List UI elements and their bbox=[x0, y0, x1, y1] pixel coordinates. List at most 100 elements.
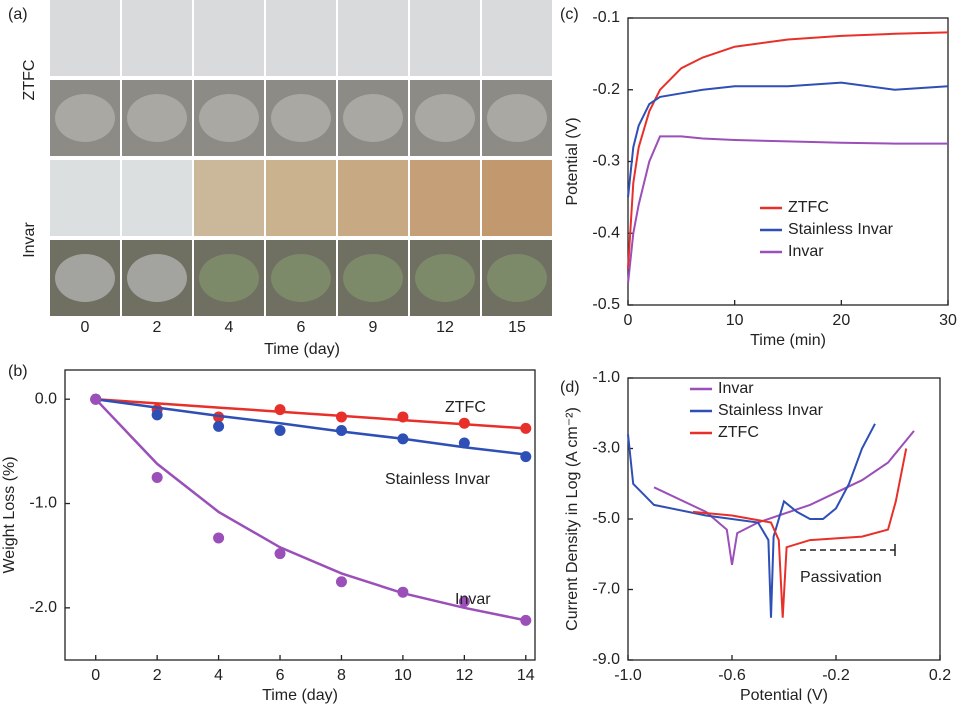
x-tick-label: 9 bbox=[369, 319, 378, 336]
x-tick-label: 15 bbox=[508, 319, 526, 336]
photo bbox=[266, 0, 336, 76]
photo bbox=[482, 0, 552, 76]
photo-sample bbox=[415, 94, 475, 142]
x-tick-label: 0 bbox=[624, 312, 633, 329]
photo bbox=[194, 160, 264, 236]
panel-label: (c) bbox=[560, 6, 579, 23]
x-axis-label: Time (day) bbox=[264, 341, 340, 358]
photo-sample bbox=[55, 94, 115, 142]
legend-label: Invar bbox=[718, 380, 754, 397]
photo bbox=[122, 0, 192, 76]
y-tick-label: -0.4 bbox=[592, 224, 620, 241]
y-tick-label: -1.0 bbox=[29, 495, 57, 512]
y-axis-label: Weight Loss (%) bbox=[1, 456, 18, 573]
x-axis-label: Time (min) bbox=[750, 332, 826, 349]
x-tick-label: 0 bbox=[91, 667, 100, 684]
x-tick-label: 2 bbox=[153, 319, 162, 336]
y-tick-label: -0.3 bbox=[592, 153, 620, 170]
legend-label: ZTFC bbox=[718, 424, 759, 441]
y-tick-label: -0.2 bbox=[592, 81, 620, 98]
photo bbox=[482, 160, 552, 236]
data-point bbox=[520, 423, 531, 434]
photo-sample bbox=[55, 254, 115, 302]
data-point bbox=[336, 425, 347, 436]
photo bbox=[338, 0, 408, 76]
data-point bbox=[275, 548, 286, 559]
photo-sample bbox=[487, 254, 547, 302]
data-point bbox=[520, 451, 531, 462]
photo-sample bbox=[199, 94, 259, 142]
y-axis-label: Current Density in Log (A cm⁻²) bbox=[564, 407, 581, 631]
annotation: Passivation bbox=[800, 569, 882, 586]
x-tick-label: -0.2 bbox=[822, 667, 850, 684]
photo-sample bbox=[199, 254, 259, 302]
photo-sample bbox=[127, 94, 187, 142]
y-tick-label: -7.0 bbox=[592, 581, 620, 598]
series-line bbox=[628, 424, 875, 618]
x-tick-label: 20 bbox=[832, 312, 850, 329]
series-label: Stainless Invar bbox=[385, 471, 491, 488]
x-tick-label: 0 bbox=[81, 319, 90, 336]
fit-line bbox=[96, 399, 526, 620]
y-tick-label: -0.5 bbox=[592, 296, 620, 313]
legend-label: Stainless Invar bbox=[718, 402, 824, 419]
data-point bbox=[275, 425, 286, 436]
x-tick-label: 2 bbox=[153, 667, 162, 684]
series-label: ZTFC bbox=[445, 399, 486, 416]
data-point bbox=[459, 418, 470, 429]
photo bbox=[122, 160, 192, 236]
legend-label: Stainless Invar bbox=[788, 221, 894, 238]
data-point bbox=[213, 532, 224, 543]
data-point bbox=[520, 615, 531, 626]
row-label: ZTFC bbox=[21, 60, 38, 101]
photo bbox=[50, 160, 120, 236]
data-point bbox=[459, 438, 470, 449]
legend-label: Invar bbox=[788, 243, 824, 260]
y-tick-label: 0.0 bbox=[35, 390, 57, 407]
y-tick-label: -9.0 bbox=[592, 651, 620, 668]
series-line bbox=[628, 83, 948, 198]
y-axis-label: Potential (V) bbox=[564, 117, 581, 205]
data-point bbox=[336, 411, 347, 422]
x-axis-label: Potential (V) bbox=[740, 687, 828, 704]
photo-sample bbox=[271, 254, 331, 302]
x-tick-label: 30 bbox=[939, 312, 957, 329]
photo bbox=[410, 0, 480, 76]
row-label: Invar bbox=[21, 222, 38, 258]
data-point bbox=[397, 587, 408, 598]
x-tick-label: 6 bbox=[276, 667, 285, 684]
y-tick-label: -3.0 bbox=[592, 440, 620, 457]
photo-sample bbox=[343, 254, 403, 302]
x-tick-label: 12 bbox=[455, 667, 473, 684]
photo-sample bbox=[343, 94, 403, 142]
photo bbox=[338, 160, 408, 236]
photo-sample bbox=[271, 94, 331, 142]
data-point bbox=[213, 421, 224, 432]
y-tick-label: -5.0 bbox=[592, 510, 620, 527]
figure: 024691215Time (day)(a)ZTFCInvar(b)024681… bbox=[0, 0, 961, 717]
series-line bbox=[693, 449, 906, 618]
plot-frame bbox=[628, 378, 940, 660]
photo-sample bbox=[415, 254, 475, 302]
x-tick-label: 4 bbox=[214, 667, 223, 684]
plot-frame bbox=[628, 18, 948, 305]
y-tick-label: -2.0 bbox=[29, 599, 57, 616]
data-point bbox=[397, 411, 408, 422]
x-tick-label: -1.0 bbox=[614, 667, 642, 684]
y-tick-label: -1.0 bbox=[592, 369, 620, 386]
x-tick-label: 10 bbox=[726, 312, 744, 329]
series-label: Invar bbox=[455, 591, 491, 608]
x-tick-label: 10 bbox=[394, 667, 412, 684]
photo-sample bbox=[127, 254, 187, 302]
x-tick-label: 12 bbox=[436, 319, 454, 336]
x-tick-label: 6 bbox=[297, 319, 306, 336]
x-tick-label: 8 bbox=[337, 667, 346, 684]
photo-sample bbox=[487, 94, 547, 142]
panel-label: (a) bbox=[8, 6, 28, 23]
data-point bbox=[152, 409, 163, 420]
legend-label: ZTFC bbox=[788, 199, 829, 216]
panel-label: (d) bbox=[560, 379, 580, 396]
data-point bbox=[275, 404, 286, 415]
series-line bbox=[654, 431, 914, 565]
x-tick-label: 0.2 bbox=[929, 667, 951, 684]
